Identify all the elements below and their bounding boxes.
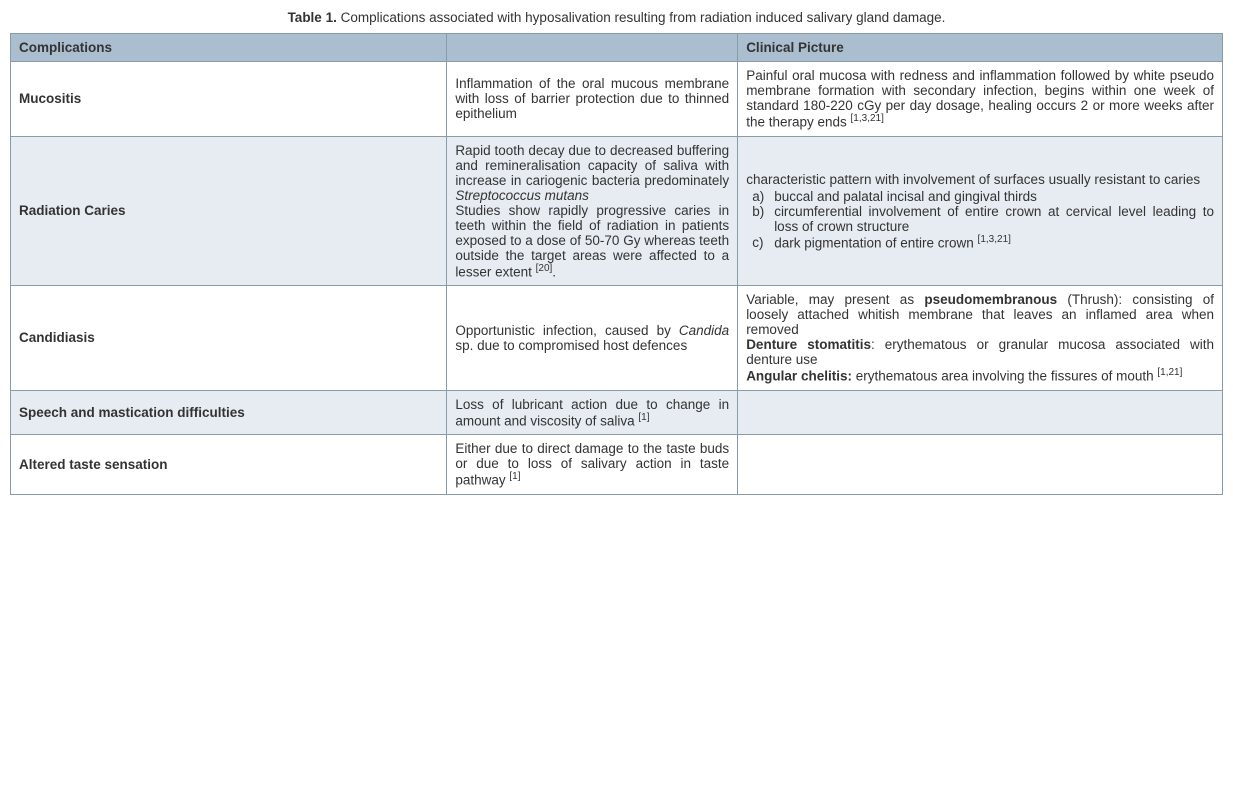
complication-desc: Either due to direct damage to the taste… [447, 435, 738, 495]
desc-study-text: Studies show rapidly progressive caries … [455, 203, 729, 280]
complication-desc: Opportunistic infection, caused by Candi… [447, 286, 738, 391]
list-item-text: dark pigmentation of entire crown [774, 235, 977, 250]
desc-text: Opportunistic infection, caused by [455, 323, 679, 338]
clinical-term: Denture stomatitis [746, 337, 871, 352]
header-row: Complications Clinical Picture [11, 34, 1223, 62]
clinical-post: erythematous area involving the fissures… [852, 369, 1157, 384]
complications-table: Complications Clinical Picture Mucositis… [10, 33, 1223, 495]
header-complications: Complications [11, 34, 447, 62]
table-row: Speech and mastication difficulties Loss… [11, 390, 1223, 435]
desc-text-post: sp. due to compromised host defences [455, 338, 687, 353]
complication-name: Mucositis [11, 62, 447, 137]
complication-desc: Rapid tooth decay due to decreased buffe… [447, 136, 738, 286]
clinical-term: pseudomembranous [924, 292, 1057, 307]
reference: [1,3,21] [978, 234, 1011, 245]
species-name: Streptococcus mutans [455, 188, 589, 203]
desc-period: . [552, 264, 556, 279]
table-caption: Table 1. Complications associated with h… [10, 10, 1223, 25]
clinical-variant: Angular chelitis: erythematous area invo… [746, 367, 1214, 384]
table-row: Mucositis Inflammation of the oral mucou… [11, 62, 1223, 137]
reference: [1,21] [1157, 367, 1182, 378]
reference: [1] [638, 412, 649, 423]
complication-name: Radiation Caries [11, 136, 447, 286]
complication-name: Altered taste sensation [11, 435, 447, 495]
desc-text-continued: Studies show rapidly progressive caries … [455, 203, 729, 280]
reference: [1,3,21] [851, 113, 884, 124]
species-name: Candida [679, 323, 729, 338]
header-blank [447, 34, 738, 62]
desc-text: Rapid tooth decay due to decreased buffe… [455, 143, 729, 188]
header-clinical: Clinical Picture [738, 34, 1223, 62]
clinical-term: Angular chelitis: [746, 369, 852, 384]
clinical-pre: Variable, may present as [746, 292, 924, 307]
clinical-picture: Variable, may present as pseudomembranou… [738, 286, 1223, 391]
clinical-picture: Painful oral mucosa with redness and inf… [738, 62, 1223, 137]
caption-label: Table 1. [288, 10, 337, 25]
caption-text: Complications associated with hyposaliva… [337, 10, 946, 25]
clinical-variant: Variable, may present as pseudomembranou… [746, 292, 1214, 337]
clinical-intro: characteristic pattern with involvement … [746, 172, 1214, 187]
complication-desc: Inflammation of the oral mucous membrane… [447, 62, 738, 137]
reference: [1] [509, 471, 520, 482]
clinical-variant: Denture stomatitis: erythematous or gran… [746, 337, 1214, 367]
list-item: circumferential involvement of entire cr… [766, 204, 1214, 234]
table-row: Candidiasis Opportunistic infection, cau… [11, 286, 1223, 391]
complication-name: Speech and mastication difficulties [11, 390, 447, 435]
reference: [20] [536, 263, 553, 274]
desc-text: Either due to direct damage to the taste… [455, 441, 729, 488]
complication-desc: Loss of lubricant action due to change i… [447, 390, 738, 435]
complication-name: Candidiasis [11, 286, 447, 391]
table-row: Radiation Caries Rapid tooth decay due t… [11, 136, 1223, 286]
list-item: buccal and palatal incisal and gingival … [766, 189, 1214, 204]
clinical-picture [738, 435, 1223, 495]
clinical-picture: characteristic pattern with involvement … [738, 136, 1223, 286]
clinical-text: Painful oral mucosa with redness and inf… [746, 68, 1214, 130]
list-item: dark pigmentation of entire crown [1,3,2… [766, 234, 1214, 251]
desc-text: Loss of lubricant action due to change i… [455, 397, 729, 429]
clinical-picture [738, 390, 1223, 435]
pattern-list: buccal and palatal incisal and gingival … [746, 189, 1214, 251]
table-row: Altered taste sensation Either due to di… [11, 435, 1223, 495]
